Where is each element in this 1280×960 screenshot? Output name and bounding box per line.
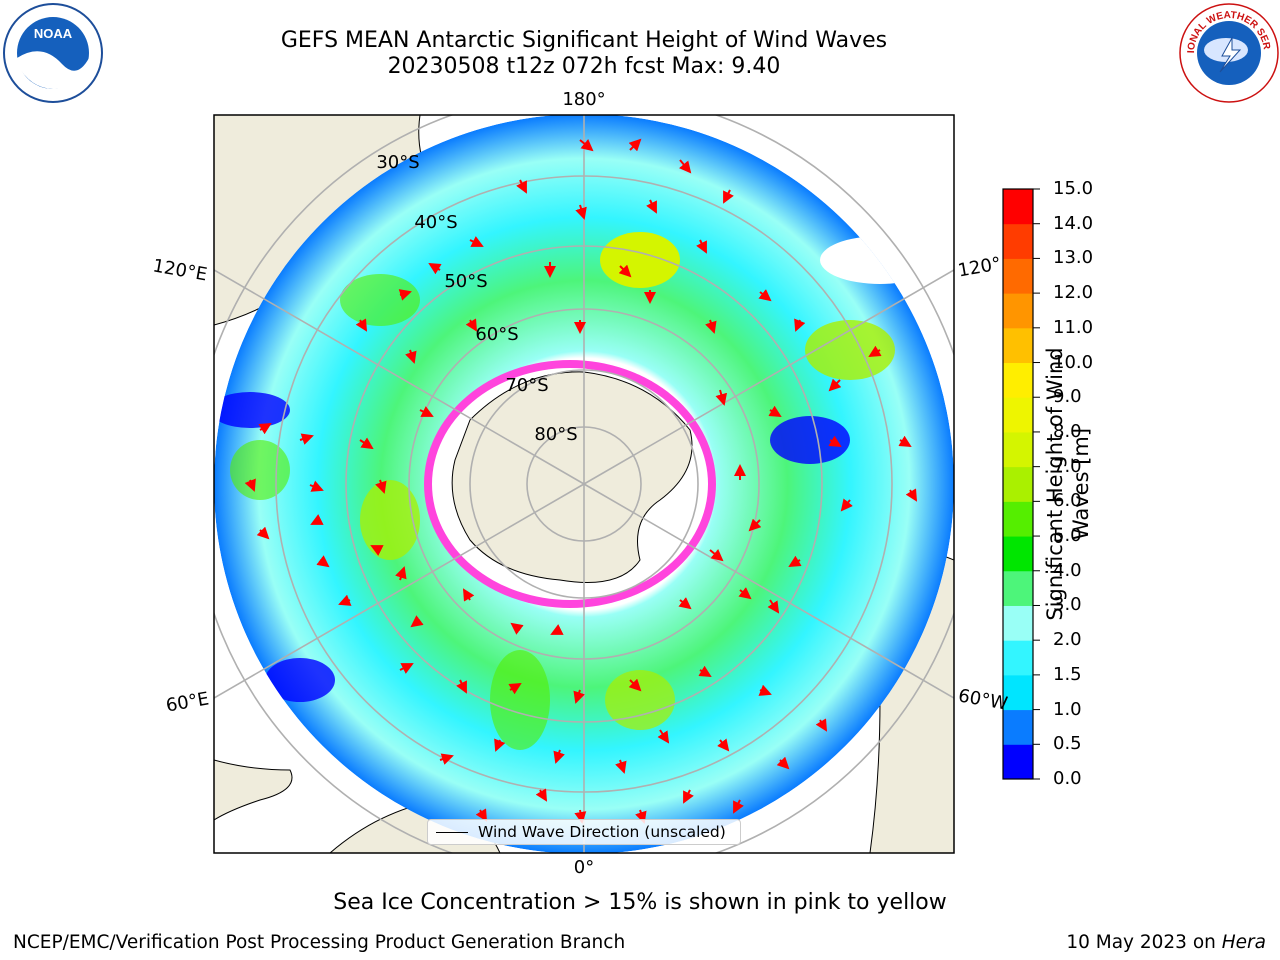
colorbar-label-line1: Significant Height of Wind bbox=[1043, 347, 1067, 621]
colorbar-swatch bbox=[1003, 640, 1033, 676]
footer-date: 10 May 2023 on Hera bbox=[1066, 932, 1266, 953]
africa-land bbox=[214, 759, 293, 821]
footer-machine: Hera bbox=[1221, 932, 1266, 953]
legend-label: Wind Wave Direction (unscaled) bbox=[478, 823, 726, 841]
colorbar-label: Significant Height of Wind Waves [m] bbox=[1042, 334, 1094, 634]
legend: Wind Wave Direction (unscaled) bbox=[427, 819, 741, 845]
colorbar-tick-label: 9.0 bbox=[1053, 386, 1082, 408]
colorbar-swatch bbox=[1003, 431, 1033, 468]
colorbar-swatch bbox=[1003, 709, 1033, 745]
colorbar bbox=[1003, 188, 1040, 780]
lon-label-60w: 60°W bbox=[957, 685, 1010, 714]
colorbar-tick-label: 6.0 bbox=[1053, 490, 1082, 512]
lat-label-40s: 40°S bbox=[414, 212, 457, 233]
sea-ice-note: Sea Ice Concentration > 15% is shown in … bbox=[333, 890, 947, 915]
lat-label-50s: 50°S bbox=[444, 271, 487, 292]
lon-label-120e: 120°E bbox=[151, 255, 209, 285]
lat-label-30s: 30°S bbox=[376, 152, 419, 173]
colorbar-tick-label: 13.0 bbox=[1053, 247, 1094, 269]
noaa-logo-icon: NOAA bbox=[3, 3, 103, 103]
colorbar-swatch bbox=[1003, 674, 1033, 711]
legend-line-icon bbox=[436, 832, 468, 833]
colorbar-frame bbox=[1002, 188, 1034, 780]
colorbar-swatch bbox=[1003, 605, 1033, 641]
colorbar-swatch bbox=[1003, 223, 1033, 259]
colorbar-tick-label: 5.0 bbox=[1053, 525, 1082, 547]
lon-label-0: 0° bbox=[574, 857, 594, 878]
lat-label-60s: 60°S bbox=[475, 324, 518, 345]
colorbar-swatch bbox=[1003, 362, 1033, 398]
chart-subtitle: 20230508 t12z 072h fcst Max: 9.40 bbox=[387, 54, 781, 79]
colorbar-swatch bbox=[1003, 189, 1033, 225]
colorbar-tick-label: 0.0 bbox=[1053, 768, 1082, 789]
colorbar-swatch bbox=[1003, 258, 1033, 294]
map-frame bbox=[213, 114, 955, 854]
colorbar-swatch bbox=[1003, 536, 1033, 572]
colorbar-swatch bbox=[1003, 327, 1033, 364]
colorbar-tick-label: 14.0 bbox=[1053, 212, 1094, 234]
colorbar-swatch bbox=[1003, 293, 1033, 329]
colorbar-swatch bbox=[1003, 570, 1033, 606]
lat-label-70s: 70°S bbox=[505, 375, 548, 396]
colorbar-label-line2: Waves [m] bbox=[1069, 427, 1093, 541]
colorbar-tick-label: 11.0 bbox=[1053, 316, 1094, 338]
colorbar-tick-label: 3.0 bbox=[1053, 594, 1082, 616]
graticule bbox=[214, 115, 954, 853]
colorbar-tick-label: 1.0 bbox=[1053, 698, 1082, 720]
footer-date-text: 10 May 2023 on bbox=[1066, 932, 1222, 953]
lon-label-120w: 120° bbox=[956, 253, 1002, 281]
colorbar-tick-label: 2.0 bbox=[1053, 629, 1082, 651]
colorbar-tick-label: 8.0 bbox=[1053, 420, 1082, 442]
colorbar-tick-label: 0.5 bbox=[1053, 733, 1082, 755]
lon-label-180: 180° bbox=[562, 89, 605, 110]
noaa-logo-text: NOAA bbox=[34, 26, 73, 41]
colorbar-swatch bbox=[1003, 466, 1033, 502]
lat-label-80s: 80°S bbox=[534, 424, 577, 445]
chart-title: GEFS MEAN Antarctic Significant Height o… bbox=[280, 28, 888, 53]
colorbar-tick-label: 10.0 bbox=[1053, 351, 1094, 373]
colorbar-swatch bbox=[1003, 501, 1033, 537]
colorbar-tick-label: 7.0 bbox=[1053, 455, 1082, 477]
lon-label-60e: 60°E bbox=[164, 688, 210, 716]
colorbar-tick-label: 15.0 bbox=[1053, 178, 1094, 199]
colorbar-swatch bbox=[1003, 744, 1033, 780]
colorbar-tick-label: 1.5 bbox=[1053, 663, 1082, 685]
nws-logo-icon: NATIONAL WEATHER SERVICE bbox=[1178, 2, 1279, 103]
colorbar-swatch bbox=[1003, 397, 1033, 433]
colorbar-tick-label: 12.0 bbox=[1053, 282, 1094, 304]
colorbar-tick-label: 4.0 bbox=[1053, 559, 1082, 581]
footer-branch: NCEP/EMC/Verification Post Processing Pr… bbox=[13, 932, 626, 953]
